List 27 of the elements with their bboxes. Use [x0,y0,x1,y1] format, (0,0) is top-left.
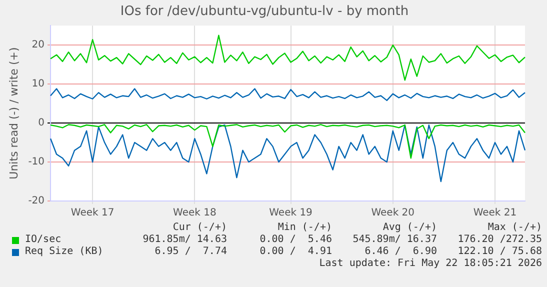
legend-label: IO/sec [24,234,62,246]
x-tick-label: Week 21 [473,208,517,219]
text: Last update: Fri May 22 18:05:21 2026 [318,258,542,270]
y-tick-label: 20 [32,40,45,51]
text: 6.46 / 6.90 [364,246,437,258]
y-tick-label: -20 [28,196,45,207]
text: 0.00 / 5.46 [258,234,332,246]
y-tick-label: -10 [28,156,45,168]
y-tick-label: 0 [38,118,45,129]
text: Max (-/+) [486,222,542,234]
text: 0.00 / 4.91 [258,246,332,258]
chart-title: IOs for /dev/ubuntu-vg/ubuntu-lv - by month [120,4,409,20]
y-tick-label: 10 [32,78,45,90]
x-tick-label: Week 18 [173,208,216,219]
y-axis-title: Units read (-) / write (+) [7,47,20,180]
text: Cur (-/+) [172,222,227,234]
text: Avg (-/+) [382,222,437,234]
text: 545.89m/ 16.37 [352,234,437,246]
text: Min (-/+) [276,222,332,234]
legend-label: Req Size (KB) [24,246,104,258]
text: 961.85m/ 14.63 [142,234,227,246]
text: 122.10 / 75.68 [456,246,542,258]
x-tick-label: Week 19 [269,208,312,219]
x-tick-label: Week 17 [70,208,114,219]
text: 6.95 / 7.74 [154,246,227,258]
x-tick-label: Week 20 [371,208,415,219]
text: 176.20 /272.35 [456,234,542,246]
